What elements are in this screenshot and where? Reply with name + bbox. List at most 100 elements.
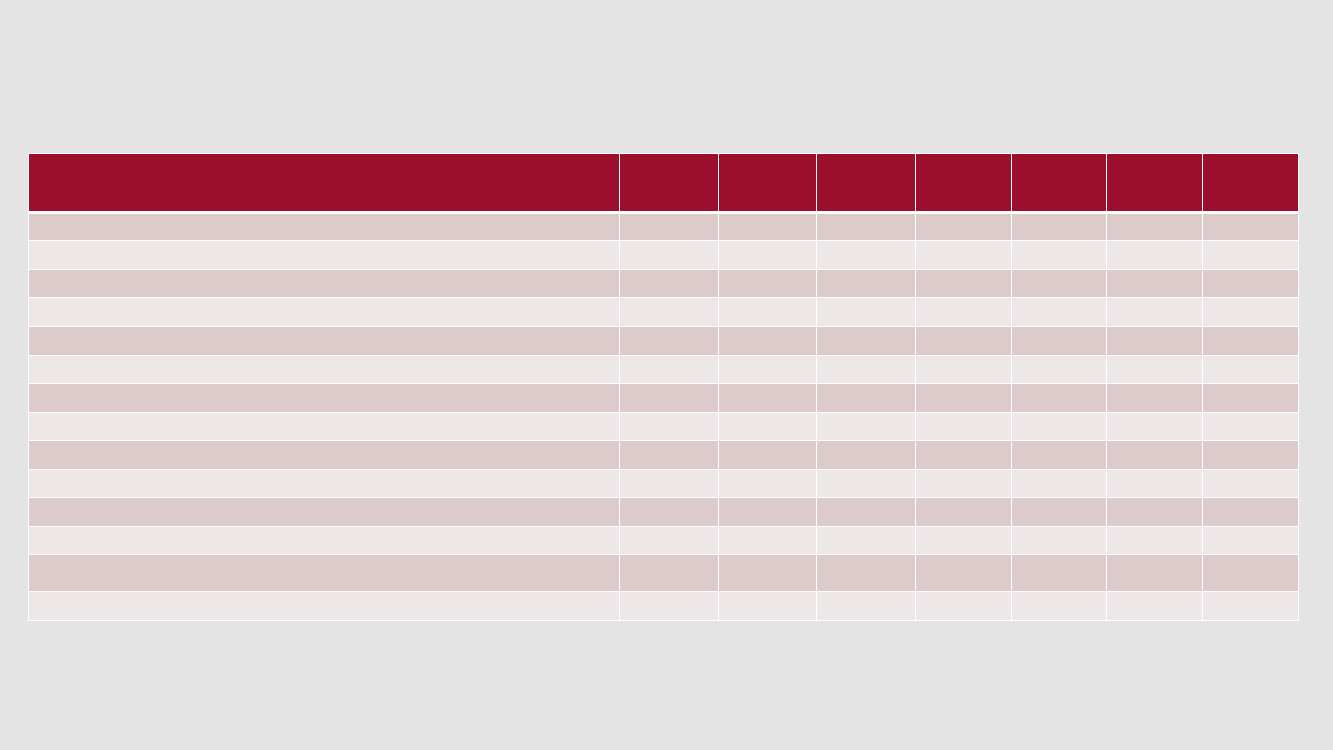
table-cell [1011, 383, 1107, 413]
table-row [28, 383, 1299, 413]
table-cell [1011, 212, 1107, 241]
header-cell [1011, 153, 1107, 214]
table-cell [1011, 412, 1107, 441]
table-cell [718, 326, 817, 356]
table-cell [915, 355, 1012, 384]
table-row [28, 269, 1299, 298]
table-cell [816, 526, 916, 555]
table-row [28, 212, 1299, 241]
header-cell [915, 153, 1012, 214]
table-cell [718, 440, 817, 470]
table-cell [1011, 326, 1107, 356]
table-cell [915, 269, 1012, 298]
table-cell [1011, 297, 1107, 327]
table-cell [28, 526, 620, 555]
table-row [28, 497, 1299, 527]
table-cell [28, 591, 620, 621]
table-cell [619, 269, 719, 298]
table-cell [915, 212, 1012, 241]
table-cell [619, 326, 719, 356]
table-cell [1202, 554, 1299, 592]
table-cell [1106, 383, 1203, 413]
table-cell [28, 326, 620, 356]
table-cell [1011, 526, 1107, 555]
table-cell [915, 240, 1012, 270]
table-cell [1202, 269, 1299, 298]
table-cell [915, 469, 1012, 498]
table-cell [915, 554, 1012, 592]
table-cell [619, 440, 719, 470]
table-cell [816, 497, 916, 527]
table-cell [816, 440, 916, 470]
table-cell [1202, 240, 1299, 270]
table-cell [816, 591, 916, 621]
table-cell [1011, 240, 1107, 270]
table-cell [1106, 269, 1203, 298]
table-cell [718, 412, 817, 441]
table-cell [915, 497, 1012, 527]
table-row [28, 412, 1299, 441]
table-row [28, 554, 1299, 592]
table-cell [718, 297, 817, 327]
table-body [28, 153, 1299, 621]
table-cell [619, 212, 719, 241]
table-cell [28, 269, 620, 298]
table-cell [915, 526, 1012, 555]
table-cell [1202, 326, 1299, 356]
table-cell [28, 412, 620, 441]
table-cell [915, 297, 1012, 327]
table-cell [1202, 412, 1299, 441]
table-cell [816, 383, 916, 413]
table-cell [1106, 355, 1203, 384]
header-row [28, 153, 1299, 214]
table-row [28, 240, 1299, 270]
table-cell [28, 240, 620, 270]
table-cell [718, 554, 817, 592]
table-row [28, 591, 1299, 621]
table-cell [915, 383, 1012, 413]
table-cell [718, 497, 817, 527]
table-cell [718, 240, 817, 270]
table-row [28, 326, 1299, 356]
table-cell [915, 326, 1012, 356]
table-row [28, 355, 1299, 384]
table-cell [1202, 355, 1299, 384]
table-cell [1202, 383, 1299, 413]
header-cell [619, 153, 719, 214]
table-cell [619, 297, 719, 327]
table-cell [1106, 240, 1203, 270]
table-cell [816, 326, 916, 356]
table-cell [619, 355, 719, 384]
table-cell [1011, 269, 1107, 298]
table-cell [816, 269, 916, 298]
table-cell [1011, 591, 1107, 621]
table-cell [1106, 412, 1203, 441]
table-row [28, 297, 1299, 327]
table-cell [1106, 554, 1203, 592]
table-cell [28, 497, 620, 527]
table-cell [1106, 469, 1203, 498]
table-cell [1202, 469, 1299, 498]
table-cell [1011, 469, 1107, 498]
table-cell [1202, 297, 1299, 327]
table-cell [28, 383, 620, 413]
table-cell [1202, 212, 1299, 241]
table-cell [1202, 526, 1299, 555]
table-cell [718, 269, 817, 298]
table-cell [1011, 440, 1107, 470]
table-cell [28, 440, 620, 470]
table-cell [816, 469, 916, 498]
table-row [28, 440, 1299, 470]
table-cell [718, 355, 817, 384]
table-cell [1202, 591, 1299, 621]
table-cell [816, 554, 916, 592]
table-cell [1106, 591, 1203, 621]
table-cell [619, 554, 719, 592]
table-cell [718, 591, 817, 621]
table-cell [28, 212, 620, 241]
table-row [28, 469, 1299, 498]
table-cell [1202, 440, 1299, 470]
table-cell [816, 412, 916, 441]
